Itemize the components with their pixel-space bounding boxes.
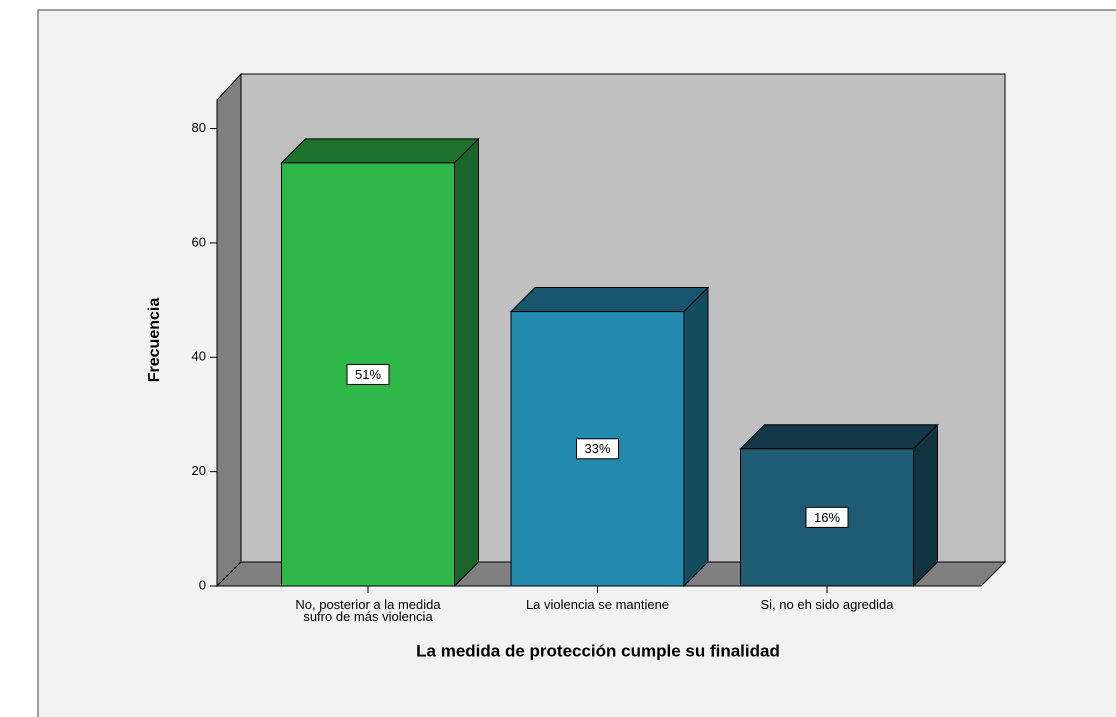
x-tick-label: La violencia se mantiene (525, 597, 670, 612)
bar (740, 448, 914, 587)
data-label-box (805, 506, 849, 528)
y-tick-label: 20 (192, 463, 206, 478)
x-tick-label: Si, no eh sido agredida (760, 597, 894, 612)
side-wall (216, 72, 242, 588)
bar-top (509, 287, 710, 313)
y-tick-label: 0 (199, 577, 206, 592)
bar-side (454, 137, 479, 588)
bar-top (280, 138, 480, 164)
data-label: 16% (814, 510, 840, 525)
y-tick-label: 60 (192, 234, 206, 249)
bar-side (913, 423, 938, 588)
data-label: 51% (355, 367, 381, 382)
y-tick-label: 80 (192, 120, 206, 135)
data-label: 33% (584, 441, 610, 456)
y-axis-title: Frecuencia (146, 298, 163, 383)
x-axis-title: La medida de protección cumple su finali… (416, 641, 780, 660)
data-label-box (346, 363, 390, 385)
x-tick-label: No, posterior a la medida sufro de más v… (295, 597, 441, 624)
bar-top (739, 424, 939, 450)
y-tick-label: 40 (192, 349, 206, 364)
data-label-box (576, 438, 619, 460)
bar-side (683, 286, 709, 588)
